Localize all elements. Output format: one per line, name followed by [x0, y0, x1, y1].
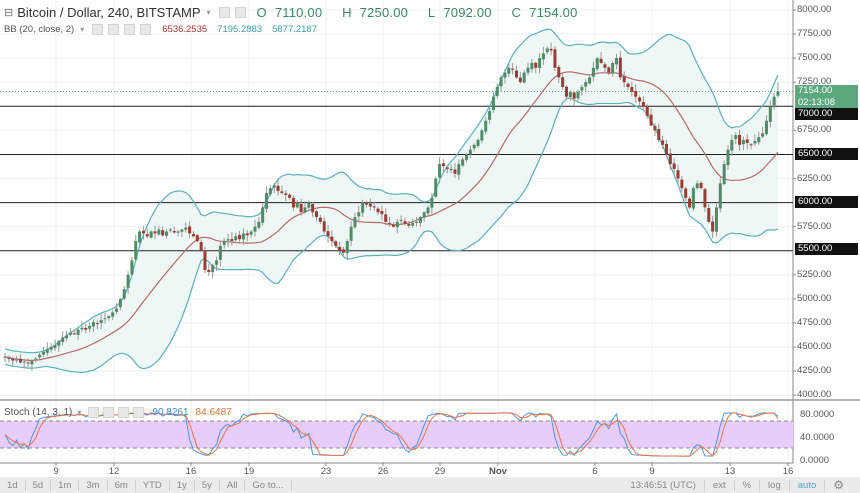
time-tick: 16 — [185, 466, 197, 477]
range-ytd-button[interactable]: YTD — [136, 479, 170, 491]
price-tick: 4250.00 — [797, 365, 832, 377]
time-tick: 9 — [53, 466, 59, 477]
time-tick: 29 — [434, 466, 446, 477]
price-tick: 8000.00 — [797, 4, 832, 15]
countdown-tag: 02:13:08 — [795, 97, 858, 109]
stoch-d-value: 84.6487 — [195, 407, 232, 418]
bb-label[interactable]: BB (20, close, 2) — [4, 24, 75, 35]
time-tick: 23 — [320, 466, 332, 477]
level-tag-7000: 7000.00 — [795, 108, 858, 120]
price-tick: 7500.00 — [797, 52, 832, 64]
time-tick: 6 — [592, 466, 598, 477]
eye-icon[interactable] — [218, 7, 230, 18]
stoch-indicator-header: Stoch (14, 3, 1) ▾ 90.8261 84.6487 — [4, 407, 232, 418]
price-tick: 6250.00 — [797, 172, 832, 184]
log-toggle[interactable]: log — [760, 479, 790, 491]
close-value: 7154.00 — [529, 5, 578, 20]
low-value: 7092.00 — [443, 5, 492, 20]
stoch-axis-40: 40.0000 — [800, 432, 835, 443]
plus-icon[interactable] — [118, 407, 130, 418]
bb-lower-value: 5877.2187 — [272, 24, 318, 35]
stoch-axis-80: 80.0000 — [800, 409, 835, 420]
current-price-tag: 7154.00 — [795, 85, 858, 97]
bb-indicator-header: BB (20, close, 2) ▾ 6536.2535 7195.2883 … — [4, 24, 317, 35]
time-tick: 9 — [649, 466, 655, 477]
utc-clock[interactable]: 13:46:51 (UTC) — [622, 479, 705, 491]
gear-icon[interactable] — [108, 24, 120, 35]
bottom-toolbar: 1d 5d 1m 3m 6m YTD 1y 5y All Go to... 13… — [0, 477, 860, 493]
close-icon[interactable] — [140, 24, 152, 35]
time-tick: 12 — [108, 466, 120, 477]
range-all-button[interactable]: All — [220, 479, 246, 491]
range-6m-button[interactable]: 6m — [108, 479, 136, 491]
price-tick: 5250.00 — [797, 268, 832, 280]
range-1d-button[interactable]: 1d — [0, 479, 26, 491]
time-tick: Nov — [489, 466, 507, 477]
price-tick: 5750.00 — [797, 220, 832, 232]
time-tick: 16 — [782, 466, 794, 477]
auto-toggle[interactable]: auto — [790, 479, 826, 491]
settings-gear-icon[interactable]: ⚙ — [833, 477, 844, 492]
ext-toggle[interactable]: ext — [705, 479, 735, 491]
chevron-down-icon[interactable]: ▾ — [80, 25, 85, 34]
price-tick: 7250.00 — [797, 76, 832, 88]
close-icon[interactable] — [133, 407, 145, 418]
goto-button[interactable]: Go to... — [245, 479, 292, 491]
range-3m-button[interactable]: 3m — [79, 479, 108, 491]
price-tick: 6750.00 — [797, 124, 832, 136]
gear-icon[interactable] — [103, 407, 115, 418]
range-1m-button[interactable]: 1m — [51, 479, 80, 491]
collapse-icon[interactable]: ⊟ — [4, 7, 14, 19]
price-tick: 4000.00 — [797, 389, 832, 401]
price-tick: 7750.00 — [797, 28, 832, 40]
price-tick: 4500.00 — [797, 341, 832, 353]
level-tag-5500: 5500.00 — [795, 243, 858, 255]
time-tick: 26 — [377, 466, 389, 477]
bb-upper-value: 7195.2883 — [217, 24, 263, 35]
time-tick: 13 — [724, 466, 736, 477]
ohlc-values: O 7110.00 H 7250.00 L 7092.00 C 7154.00 — [256, 5, 578, 20]
stoch-label[interactable]: Stoch (14, 3, 1) — [4, 407, 73, 418]
level-tag-6000: 6000.00 — [795, 196, 858, 208]
eye-icon[interactable] — [92, 24, 104, 35]
percent-toggle[interactable]: % — [735, 479, 761, 491]
price-tick: 4750.00 — [797, 316, 832, 328]
level-tag-6500: 6500.00 — [795, 148, 858, 160]
symbol-header: ⊟ Bitcoin / Dollar, 240, BITSTAMP ▾ O 711… — [4, 5, 594, 20]
price-tick: 5000.00 — [797, 292, 832, 304]
range-1y-button[interactable]: 1y — [170, 479, 195, 491]
stoch-axis-0: 0.0000 — [800, 455, 830, 466]
range-5y-button[interactable]: 5y — [195, 479, 220, 491]
stoch-k-value: 90.8261 — [152, 407, 189, 418]
symbol-title[interactable]: Bitcoin / Dollar, 240, BITSTAMP — [17, 5, 201, 20]
eye-icon[interactable] — [88, 407, 100, 418]
high-value: 7250.00 — [359, 5, 409, 20]
range-5d-button[interactable]: 5d — [26, 479, 52, 491]
open-value: 7110.00 — [274, 5, 323, 20]
chevron-down-icon[interactable]: ▾ — [77, 408, 82, 417]
plus-icon[interactable] — [124, 24, 136, 35]
gear-icon[interactable] — [234, 7, 246, 18]
bb-basis-value: 6536.2535 — [162, 24, 208, 35]
time-tick: 19 — [243, 466, 255, 477]
chevron-down-icon[interactable]: ▾ — [206, 8, 211, 17]
